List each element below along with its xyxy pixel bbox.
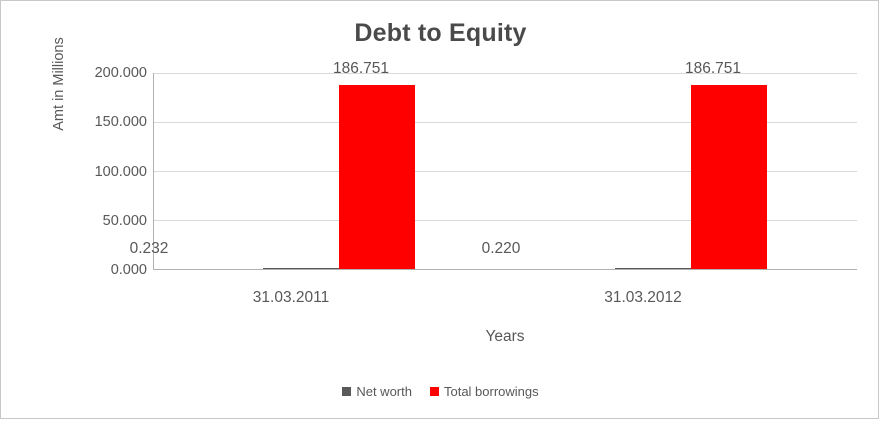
gridline bbox=[153, 73, 857, 74]
data-label-total-borrowings-2011: 186.751 bbox=[332, 60, 390, 77]
gridline bbox=[153, 122, 857, 123]
gridline bbox=[153, 171, 857, 172]
y-tick-label: 200.000 bbox=[94, 65, 147, 81]
y-tick-label: 0.000 bbox=[110, 262, 147, 278]
chart-title: Debt to Equity bbox=[354, 19, 527, 47]
legend-item-net-worth[interactable]: Net worth bbox=[342, 384, 412, 399]
x-tick-label-2012: 31.03.2012 bbox=[604, 289, 682, 306]
x-axis-line bbox=[153, 269, 857, 270]
bar-net-worth-2012[interactable] bbox=[615, 268, 691, 269]
y-axis-tick-labels: 200.000 150.000 100.000 50.000 0.000 bbox=[61, 65, 147, 278]
plot-area bbox=[153, 73, 857, 270]
legend-label-net-worth: Net worth bbox=[356, 384, 412, 399]
x-axis-title: Years bbox=[485, 328, 525, 345]
legend: Net worth Total borrowings bbox=[1, 384, 878, 399]
bar-net-worth-2011[interactable] bbox=[263, 268, 339, 269]
y-axis-line bbox=[153, 73, 154, 270]
legend-swatch-icon bbox=[342, 387, 352, 396]
legend-swatch-icon bbox=[429, 387, 439, 396]
y-tick-label: 100.000 bbox=[94, 163, 147, 180]
data-label-net-worth-2012: 0.220 bbox=[481, 240, 521, 257]
x-tick-label-2011: 31.03.2011 bbox=[252, 289, 330, 306]
data-label-net-worth-2011: 0.232 bbox=[129, 240, 169, 257]
legend-label-total-borrowings: Total borrowings bbox=[443, 384, 539, 399]
y-tick-label: 50.000 bbox=[102, 212, 147, 229]
gridline bbox=[153, 220, 857, 221]
data-label-total-borrowings-2012: 186.751 bbox=[684, 60, 742, 77]
y-tick-label: 150.000 bbox=[94, 114, 147, 131]
bar-total-borrowings-2012[interactable] bbox=[691, 85, 767, 269]
legend-item-total-borrowings[interactable]: Total borrowings bbox=[429, 384, 539, 399]
bar-total-borrowings-2011[interactable] bbox=[339, 85, 415, 269]
